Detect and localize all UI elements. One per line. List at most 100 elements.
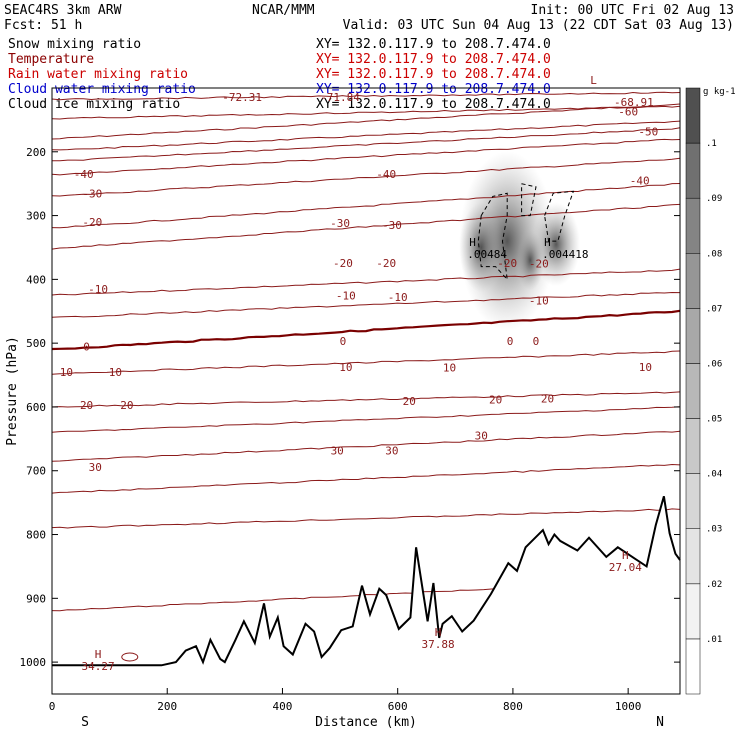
- field-xy: XY= 132.0.117.9 to 208.7.474.0: [316, 52, 551, 67]
- colorbar-title: g kg-1: [703, 87, 736, 97]
- field-legend: Snow mixing ratio XY= 132.0.117.9 to 208.…: [8, 37, 551, 112]
- warm-pocket-contour: [121, 652, 139, 662]
- colorbar-segment: [685, 142, 701, 199]
- y-tick-label: 700: [26, 465, 46, 478]
- contour-label: 0: [83, 340, 90, 353]
- colorbar-tick-label: .01: [706, 635, 722, 645]
- snow-shading: [459, 151, 581, 332]
- colorbar-segment: [685, 473, 701, 529]
- colorbar-tick-label: .09: [706, 194, 722, 204]
- temperature-contour: [51, 309, 681, 351]
- x-tick-label: 400: [273, 700, 293, 713]
- colorbar-tick-label: .06: [706, 359, 722, 369]
- y-axis-title: Pressure (hPa): [5, 336, 20, 446]
- colorbar-tick-label: .04: [706, 470, 722, 480]
- contour-label: 10: [339, 361, 352, 374]
- temperature-contour: [51, 138, 681, 176]
- contour-label: 30: [331, 444, 344, 457]
- field-name: Cloud water mixing ratio: [8, 82, 196, 97]
- south-endpoint-label: S: [81, 715, 89, 730]
- contour-label: -10: [529, 294, 549, 307]
- temperature-contour: [51, 268, 681, 296]
- temperature-contour: [51, 103, 681, 140]
- y-tick-label: 400: [26, 273, 46, 286]
- temperature-contour: [52, 127, 681, 162]
- snow-contours: [477, 183, 575, 281]
- contour-label: 10: [60, 366, 73, 379]
- temperature-contours: [51, 91, 681, 612]
- colorbar-tick-label: .05: [706, 415, 722, 425]
- colorbar-segment: [685, 197, 701, 254]
- plot-frame: [51, 87, 681, 695]
- colorbar: .01 .02 .03 .04 .05 .06 .07 .08 .09 .1 g kg-1: [685, 87, 736, 695]
- contour-label: -40: [376, 168, 396, 181]
- contour-label: 20: [489, 393, 502, 406]
- contour-label: -71.84: [320, 91, 360, 104]
- colorbar-segment: [685, 253, 701, 309]
- temperature-contour: [51, 350, 681, 375]
- contour-label: 0: [340, 335, 347, 348]
- terrain: [52, 496, 681, 694]
- snow-contour: [544, 190, 575, 242]
- colorbar-segment: [685, 308, 701, 364]
- colorbar-segment: [685, 418, 701, 474]
- colorbar-tick-label: .07: [706, 304, 722, 314]
- colorbar-segment: [685, 583, 701, 640]
- temperature-contour: [51, 430, 681, 462]
- y-tick-label: 900: [26, 592, 46, 605]
- x-axis-title: Distance (km): [315, 715, 417, 730]
- snow-contour: [521, 183, 537, 217]
- extremum-marker: H: [95, 648, 102, 661]
- temperature-contour: [51, 203, 681, 250]
- contour-label: 10: [443, 361, 456, 374]
- contour-labels: -72.31 -71.84 -68.91-60-50 -40 -40 -40 -30 -30 -…: [60, 74, 658, 673]
- x-tick-label: 1000: [615, 700, 642, 713]
- colorbar-segment: [685, 363, 701, 419]
- contour-label: -30: [382, 219, 402, 232]
- temperature-contour: [51, 105, 681, 120]
- contour-label: 0: [507, 335, 514, 348]
- temperature-contour: [51, 157, 681, 197]
- contour-label: 20: [541, 393, 554, 406]
- forecast-hour: Fcst: 51 h: [4, 18, 82, 33]
- colorbar-segment: [685, 87, 701, 144]
- org-title: NCAR/MMM: [252, 3, 315, 18]
- terrain-line: [52, 496, 681, 667]
- north-endpoint-label: N: [656, 715, 664, 730]
- snow-shading-blob: [532, 202, 581, 287]
- temperature-contour: [51, 508, 681, 529]
- extremum-value: 37.88: [421, 638, 454, 651]
- field-xy: XY= 132.0.117.9 to 208.7.474.0: [316, 67, 551, 82]
- contour-label: 20: [403, 395, 416, 408]
- snow-contour: [477, 192, 508, 281]
- extremum-value: 34.27: [82, 660, 115, 673]
- snow-max-marker: H: [544, 236, 551, 249]
- contour-label: -10: [336, 289, 356, 302]
- field-xy: XY= 132.0.117.9 to 208.7.474.0: [316, 37, 551, 52]
- y-tick-label: 1000: [20, 656, 47, 669]
- contour-label: 0: [533, 335, 540, 348]
- snow-shading-blob: [459, 202, 504, 293]
- temperature-contour: [51, 183, 681, 229]
- snow-max-value: .00484: [467, 248, 507, 261]
- extremum-marker: L: [590, 74, 597, 87]
- extremum-value: 27.04: [609, 561, 642, 574]
- x-tick-label: 200: [157, 700, 177, 713]
- field-name: Cloud ice mixing ratio: [8, 97, 180, 112]
- contour-label: -40: [74, 168, 94, 181]
- contour-label: -68.91: [614, 96, 654, 109]
- field-name: Snow mixing ratio: [8, 37, 141, 52]
- field-name: Rain water mixing ratio: [8, 67, 188, 82]
- x-tick-label: 600: [388, 700, 408, 713]
- contour-label: -72.31: [222, 91, 262, 104]
- contour-label: -20: [497, 257, 517, 270]
- contour-label: 10: [109, 366, 122, 379]
- temperature-contour: [51, 406, 681, 433]
- contour-label: -10: [88, 283, 108, 296]
- valid-time: Valid: 03 UTC Sun 04 Aug 13 (22 CDT Sat …: [343, 18, 734, 33]
- contour-label: -10: [388, 291, 408, 304]
- contour-label: 30: [475, 430, 488, 443]
- field-name: Temperature: [8, 52, 94, 67]
- y-tick-label: 300: [26, 210, 46, 223]
